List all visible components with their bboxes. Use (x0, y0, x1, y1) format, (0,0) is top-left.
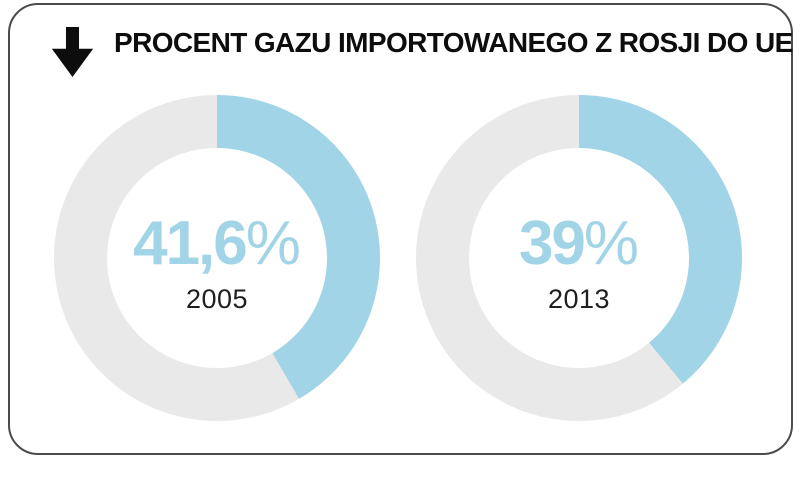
donut-center-2005: 41,6% 2005 (107, 148, 327, 368)
donut-chart-2013: 39% 2013 (416, 95, 742, 421)
year-label-2013: 2013 (547, 284, 611, 314)
header: PROCENT GAZU IMPORTOWANEGO Z ROSJI DO UE (10, 5, 793, 85)
percent-value-2005: 41,6% (133, 213, 301, 275)
percent-number: 41,6 (133, 209, 248, 278)
percent-value-2013: 39% (519, 213, 639, 275)
percent-sign: % (245, 209, 301, 278)
infographic-card: PROCENT GAZU IMPORTOWANEGO Z ROSJI DO UE… (8, 3, 793, 455)
donut-center-2013: 39% 2013 (469, 148, 689, 368)
year-label-2005: 2005 (185, 284, 249, 314)
percent-sign: % (583, 209, 640, 278)
donut-chart-2005: 41,6% 2005 (54, 95, 380, 421)
page-title: PROCENT GAZU IMPORTOWANEGO Z ROSJI DO UE (114, 27, 793, 58)
percent-number: 39 (518, 209, 586, 278)
down-arrow-icon (51, 27, 94, 77)
